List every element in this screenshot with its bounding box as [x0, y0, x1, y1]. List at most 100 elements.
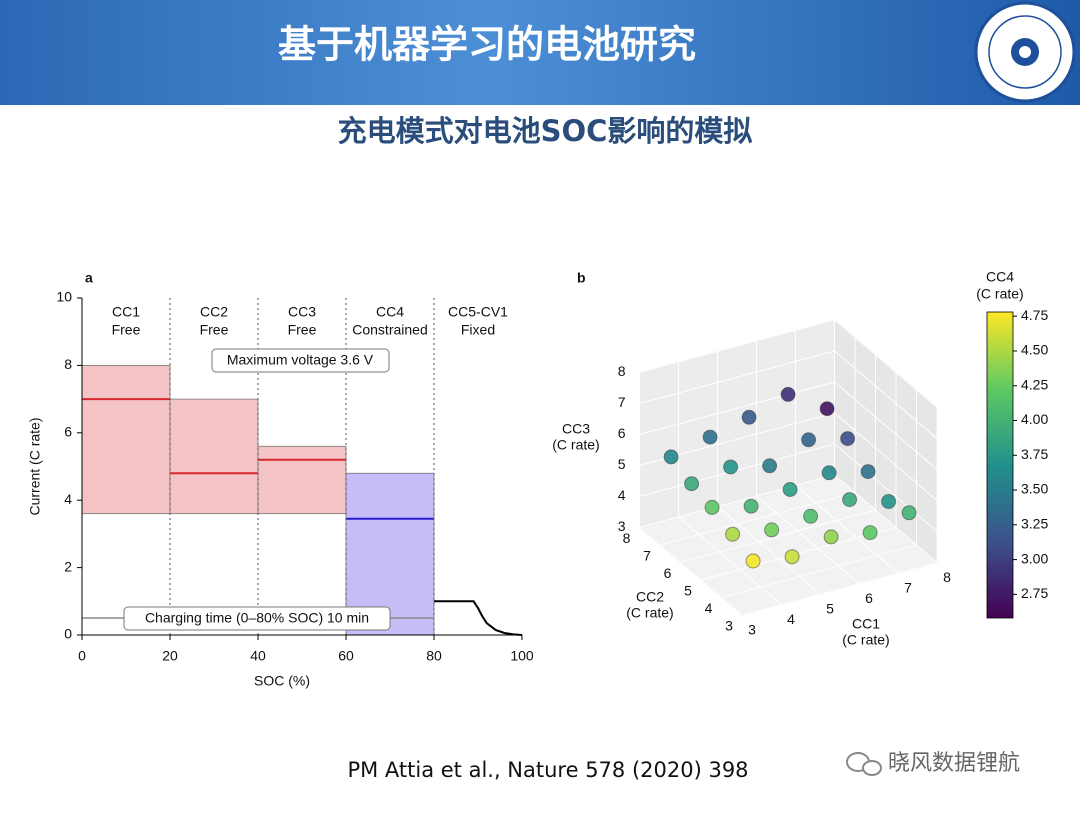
grid-line — [834, 474, 938, 563]
y-axis-label: Current (C rate) — [27, 417, 43, 515]
grid-line — [834, 319, 938, 408]
point — [663, 449, 679, 465]
stage-note: Fixed — [461, 322, 495, 338]
slide-subtitle: 充电模式对电池SOC影响的模拟 — [338, 114, 753, 148]
x-tick-label: 80 — [426, 648, 442, 664]
grid-line — [834, 412, 938, 501]
point — [702, 429, 718, 445]
y-tick-label: 10 — [56, 289, 72, 305]
grid-line — [659, 492, 856, 546]
stage-name: CC1 — [112, 304, 140, 320]
x-tick-label: 40 — [250, 648, 266, 664]
annotation: Maximum voltage 3.6 V — [227, 352, 374, 368]
y-axis-label: CC2 — [636, 589, 664, 605]
x-tick-label: 60 — [338, 648, 354, 664]
x-tick-label: 100 — [510, 648, 534, 664]
point — [840, 431, 856, 447]
y-tick-label: 6 — [64, 424, 72, 440]
colorbar-tick-label: 2.75 — [1021, 585, 1048, 601]
point — [764, 522, 780, 538]
point — [860, 464, 876, 480]
grid-line — [756, 495, 860, 584]
y-tick-label: 2 — [64, 558, 72, 574]
grid-line — [717, 506, 821, 595]
point — [743, 498, 759, 514]
z-tick-label: 4 — [618, 487, 626, 503]
stage-note: Free — [288, 322, 317, 338]
colorbar-tick-label: 3.75 — [1021, 446, 1048, 462]
annotation: Charging time (0–80% SOC) 10 min — [145, 610, 369, 626]
watermark: 晓风数据锂航 — [888, 751, 1020, 776]
z-axis-label: CC3 — [562, 421, 590, 437]
grid-line — [639, 474, 835, 528]
colorbar-tick-label: 4.75 — [1021, 307, 1048, 323]
point — [780, 386, 796, 402]
y-tick-label: 8 — [64, 356, 72, 372]
colorbar-tick-label: 4.50 — [1021, 342, 1048, 358]
colorbar-title: CC4 — [986, 269, 1014, 285]
y-tick-label: 6 — [664, 565, 672, 581]
x-tick-label: 20 — [162, 648, 178, 664]
panel-label: a — [85, 270, 93, 286]
x-tick-label: 0 — [78, 648, 86, 664]
slide-title: 基于机器学习的电池研究 — [278, 23, 696, 67]
point — [741, 409, 757, 425]
stage-name: CC4 — [376, 304, 404, 320]
panel-label: b — [577, 270, 586, 286]
stage-name: CC2 — [200, 304, 228, 320]
point — [784, 549, 800, 565]
y-tick-label: 4 — [64, 491, 72, 507]
x-axis-label: CC1 — [852, 616, 880, 632]
point — [684, 476, 700, 492]
stage-name: CC5-CV1 — [448, 304, 508, 320]
grid-line — [834, 381, 938, 470]
stage-note: Constrained — [352, 322, 428, 338]
range-box — [257, 445, 347, 515]
annotation-box — [211, 348, 390, 373]
point — [901, 505, 917, 521]
grid-line — [639, 350, 835, 404]
z-tick-label: 7 — [618, 394, 626, 410]
grid-line — [639, 381, 835, 435]
y-axis-label: (C rate) — [626, 605, 673, 621]
grid-line — [721, 544, 917, 598]
y-tick-label: 5 — [684, 583, 692, 599]
grid-line — [680, 509, 876, 563]
colorbar-tick-label: 3.25 — [1021, 516, 1048, 532]
range-box — [81, 364, 171, 515]
colorbar — [986, 311, 1014, 619]
point — [842, 492, 858, 508]
point — [704, 499, 720, 515]
header-band — [0, 0, 1080, 105]
point — [745, 553, 761, 569]
point — [862, 525, 878, 541]
x-tick-label: 3 — [748, 622, 756, 638]
annotation-box — [123, 606, 391, 631]
colorbar-tick-label: 3.50 — [1021, 481, 1048, 497]
grid-line — [639, 319, 835, 373]
grid-line — [639, 527, 743, 616]
range-box — [169, 398, 259, 515]
point — [725, 526, 741, 542]
watermark-icon — [846, 752, 882, 776]
z-tick-label: 6 — [618, 425, 626, 441]
grid-line — [741, 562, 938, 616]
point — [881, 494, 897, 509]
point — [821, 465, 837, 481]
citation: PM Attia et al., Nature 578 (2020) 398 — [347, 758, 748, 782]
y-tick-label: 8 — [623, 530, 631, 546]
grid-line — [795, 485, 899, 574]
grid-line — [834, 350, 938, 439]
z-tick-label: 3 — [618, 518, 626, 534]
point — [819, 401, 835, 417]
stage-note: Free — [112, 322, 141, 338]
x-axis-label: (C rate) — [842, 632, 889, 648]
colorbar-tick-label: 4.00 — [1021, 411, 1048, 427]
point — [762, 458, 778, 474]
x-tick-label: 7 — [904, 580, 912, 596]
z-tick-label: 5 — [618, 456, 626, 472]
point — [803, 508, 819, 524]
y-tick-label: 0 — [64, 626, 72, 642]
stage-name: CC3 — [288, 304, 316, 320]
